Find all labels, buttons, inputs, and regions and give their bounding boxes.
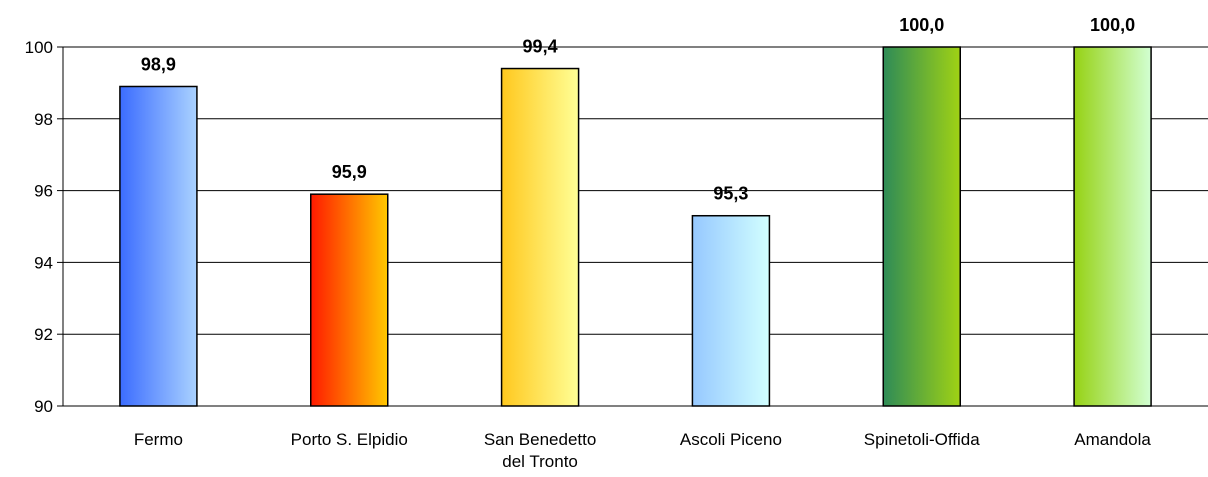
y-tick-label: 94 [34, 253, 53, 272]
y-tick-label: 98 [34, 110, 53, 129]
y-tick-label: 92 [34, 325, 53, 344]
y-tick-label: 90 [34, 397, 53, 416]
category-label: Fermo [134, 430, 183, 449]
y-tick-label: 96 [34, 182, 53, 201]
data-labels: 98,9 95,9 99,4 95,3 100,0 100,0 [141, 15, 1135, 204]
bar [882, 46, 961, 407]
bar [310, 193, 389, 407]
category-label: Porto S. Elpidio [291, 430, 408, 449]
bar [691, 214, 771, 407]
gridlines [63, 46, 1208, 407]
axes [57, 46, 64, 407]
y-tick-label: 100 [25, 38, 53, 57]
data-label: 99,4 [523, 37, 558, 57]
category-label: Amandola [1074, 430, 1151, 449]
bar [1073, 46, 1152, 407]
data-label: 95,9 [332, 162, 367, 182]
data-label: 100,0 [899, 15, 944, 35]
bar [119, 85, 198, 407]
category-label: Ascoli Piceno [680, 430, 782, 449]
category-labels: Fermo Porto S. Elpidio San Benedetto del Tr… [134, 430, 1152, 471]
data-label: 100,0 [1090, 15, 1135, 35]
y-axis-tick-labels: 90 92 94 96 98 100 [25, 38, 53, 416]
bars [119, 46, 1152, 407]
category-label: Spinetoli-Offida [864, 430, 980, 449]
category-label: San Benedetto del Tronto [484, 430, 596, 471]
data-label: 98,9 [141, 54, 176, 74]
data-label: 95,3 [713, 184, 748, 204]
bar [500, 67, 580, 407]
